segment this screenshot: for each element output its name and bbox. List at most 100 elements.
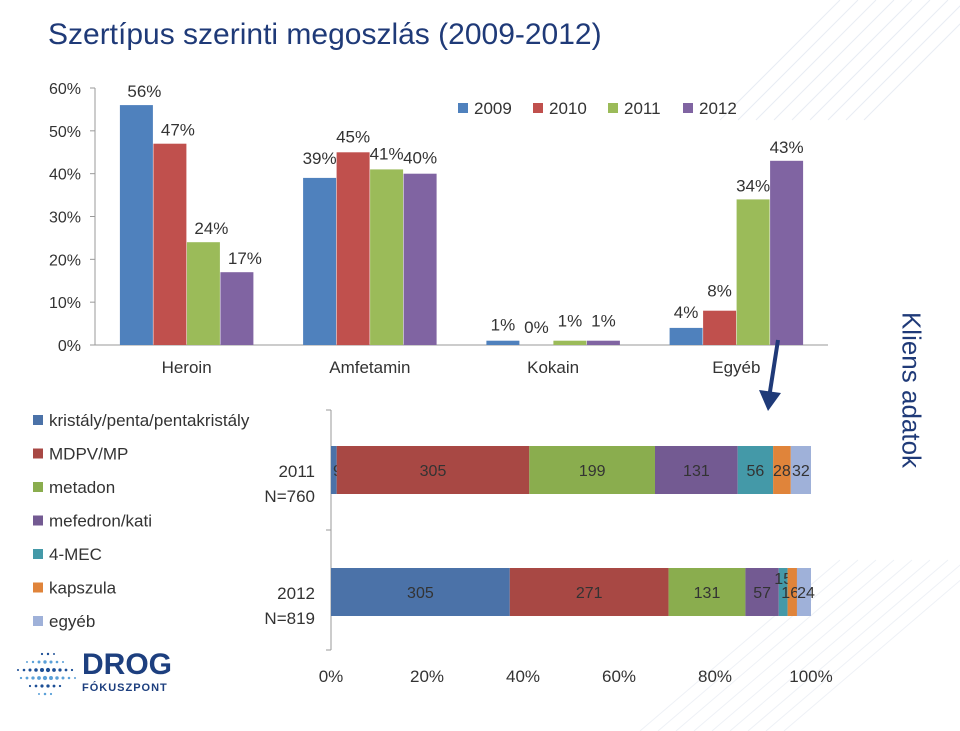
logo-dot — [55, 660, 59, 664]
legend-label: 2009 — [474, 99, 512, 118]
logo-dot — [16, 668, 20, 672]
legend-swatch — [33, 582, 43, 593]
side-label-text: Kliens adatok — [896, 311, 927, 469]
background-line — [711, 559, 913, 731]
y-tick-label: 50% — [49, 124, 81, 141]
stacked-segment — [509, 568, 669, 616]
logo-dot — [40, 652, 44, 656]
bar-data-label: 34% — [736, 176, 770, 195]
legend-swatch — [33, 616, 43, 626]
bar — [370, 169, 404, 345]
logo-dot — [46, 652, 50, 656]
row-category-label: 2011 — [278, 462, 315, 481]
legend-swatch — [33, 448, 43, 459]
x-tick-label: 100% — [789, 667, 832, 686]
segment-data-label: 199 — [579, 463, 606, 480]
y-tick-label: 40% — [49, 167, 81, 184]
logo-dot — [42, 675, 48, 681]
stacked-segment — [336, 446, 530, 494]
row-sublabel: N=760 — [264, 487, 315, 506]
legend-label: MDPV/MP — [49, 445, 128, 464]
bar-data-label: 39% — [303, 149, 337, 168]
logo-icon — [16, 652, 77, 696]
side-label: Kliens adatok — [861, 310, 960, 470]
background-line — [747, 559, 949, 731]
background-line — [657, 559, 859, 731]
legend-label: 2012 — [699, 99, 737, 118]
bar-data-label: 56% — [127, 82, 161, 101]
stacked-segment — [787, 568, 797, 616]
stacked-segment — [737, 446, 774, 494]
x-category-label: Egyéb — [712, 358, 760, 377]
background-line — [737, 0, 859, 121]
logo-dot — [61, 676, 65, 680]
bar — [119, 105, 153, 345]
bar-data-label: 41% — [370, 144, 404, 163]
x-tick-label: 20% — [410, 667, 444, 686]
logo-dot — [53, 653, 55, 655]
legend-label: mefedron/kati — [49, 512, 152, 531]
y-tick-label: 60% — [49, 81, 81, 98]
legend-label: metadon — [49, 478, 115, 497]
x-tick-label: 0% — [319, 667, 344, 686]
logo: DROG FÓKUSZPONT — [82, 648, 172, 694]
bar-data-label: 0% — [524, 318, 549, 337]
y-tick-label: 0% — [58, 338, 81, 355]
stacked-segment — [331, 446, 337, 494]
x-tick-label: 40% — [506, 667, 540, 686]
logo-dot — [58, 684, 62, 688]
x-tick-label: 80% — [698, 667, 732, 686]
legend-swatch — [33, 549, 43, 559]
legend-swatch — [608, 103, 618, 113]
logo-dot — [39, 667, 45, 673]
background-line — [791, 0, 913, 121]
segment-data-label: 131 — [694, 585, 721, 602]
legend-swatch — [33, 415, 43, 425]
stacked-segment — [655, 446, 738, 494]
stacked-segment — [790, 446, 811, 494]
arrow-down-icon — [759, 339, 781, 411]
logo-dot — [45, 667, 51, 673]
x-category-label: Heroin — [162, 358, 212, 377]
legend-swatch — [458, 103, 468, 113]
bar — [703, 310, 737, 345]
stacked-segment — [773, 446, 791, 494]
logo-dot — [22, 668, 26, 672]
segment-data-label: 56 — [747, 463, 765, 480]
logo-dot — [73, 676, 77, 680]
segment-data-label: 131 — [683, 463, 710, 480]
stacked-segment — [778, 568, 788, 616]
logo-dot — [31, 660, 35, 664]
bottom-stacked-chart: 0%20%40%60%80%100%2011N=7609305199131562… — [33, 409, 833, 686]
row-category-label: 2012 — [277, 584, 315, 603]
bar — [336, 152, 370, 346]
legend-swatch — [533, 103, 543, 113]
bar — [553, 340, 587, 345]
bar-data-label: 47% — [161, 121, 195, 140]
background-line — [827, 0, 949, 121]
segment-data-label: 271 — [576, 585, 603, 602]
legend-label: egyéb — [49, 612, 95, 631]
logo-dot — [43, 660, 47, 664]
background-line — [693, 559, 895, 731]
bar-data-label: 1% — [558, 312, 583, 331]
bar — [669, 327, 703, 345]
stacked-segment — [331, 568, 510, 616]
y-tick-label: 10% — [49, 295, 81, 312]
bar-data-label: 1% — [591, 312, 616, 331]
legend-label: kapszula — [49, 579, 117, 598]
bar-data-label: 24% — [194, 219, 228, 238]
legend-label: 2011 — [624, 99, 661, 118]
top-bar-chart: 0% 10% 20% 30% 40% 50% 60% Heroin 56% 47% 24%17% Am… — [49, 81, 828, 377]
bar — [586, 340, 620, 345]
segment-data-label: 305 — [407, 585, 434, 602]
logo-dot — [37, 676, 41, 680]
bar — [153, 143, 187, 345]
background-line — [719, 0, 841, 121]
logo-dot — [43, 692, 47, 696]
segment-data-label: 16 — [781, 585, 799, 602]
bar-data-label: 8% — [707, 282, 732, 301]
segment-data-label: 28 — [773, 463, 791, 480]
